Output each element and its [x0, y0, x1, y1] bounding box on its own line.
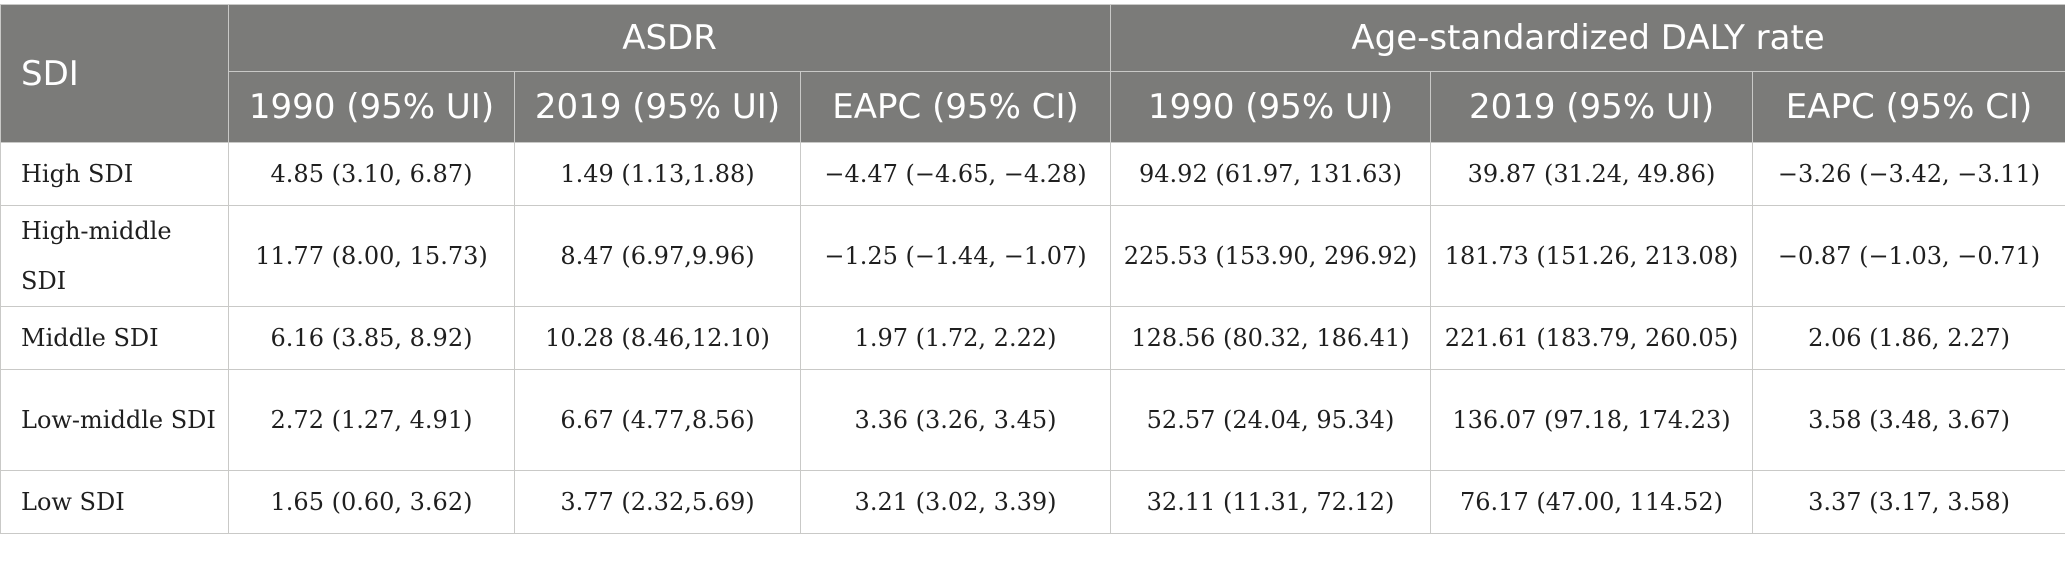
row-label: Low-middle SDI — [1, 370, 229, 471]
asdr-1990-header: 1990 (95% UI) — [229, 72, 515, 143]
row-label: High SDI — [1, 143, 229, 206]
asdr-group-header: ASDR — [229, 5, 1111, 72]
table-cell: 2.06 (1.86, 2.27) — [1753, 307, 2065, 370]
row-label: Middle SDI — [1, 307, 229, 370]
header-row-groups: SDI ASDR Age-standardized DALY rate — [1, 5, 2065, 72]
table-cell: 2.72 (1.27, 4.91) — [229, 370, 515, 471]
table-cell: 3.21 (3.02, 3.39) — [801, 471, 1111, 534]
table-body: High SDI 4.85 (3.10, 6.87) 1.49 (1.13,1.… — [1, 143, 2065, 534]
table-cell: 128.56 (80.32, 186.41) — [1111, 307, 1431, 370]
sdi-column-header: SDI — [1, 5, 229, 143]
daly-1990-header: 1990 (95% UI) — [1111, 72, 1431, 143]
table-cell: 32.11 (11.31, 72.12) — [1111, 471, 1431, 534]
table-cell: −4.47 (−4.65, −4.28) — [801, 143, 1111, 206]
table-cell: 10.28 (8.46,12.10) — [515, 307, 801, 370]
table-cell: 1.97 (1.72, 2.22) — [801, 307, 1111, 370]
row-label: High-middle SDI — [1, 206, 229, 307]
table-cell: 3.36 (3.26, 3.45) — [801, 370, 1111, 471]
table-cell: 6.67 (4.77,8.56) — [515, 370, 801, 471]
table-cell: 181.73 (151.26, 213.08) — [1431, 206, 1753, 307]
table-row-low-middle-sdi: Low-middle SDI 2.72 (1.27, 4.91) 6.67 (4… — [1, 370, 2065, 471]
table-cell: −1.25 (−1.44, −1.07) — [801, 206, 1111, 307]
table-row-low-sdi: Low SDI 1.65 (0.60, 3.62) 3.77 (2.32,5.6… — [1, 471, 2065, 534]
table-cell: 1.65 (0.60, 3.62) — [229, 471, 515, 534]
table-row-middle-sdi: Middle SDI 6.16 (3.85, 8.92) 10.28 (8.46… — [1, 307, 2065, 370]
table-header: SDI ASDR Age-standardized DALY rate 1990… — [1, 5, 2065, 143]
table-cell: 6.16 (3.85, 8.92) — [229, 307, 515, 370]
asdr-2019-header: 2019 (95% UI) — [515, 72, 801, 143]
table-cell: 94.92 (61.97, 131.63) — [1111, 143, 1431, 206]
table-cell: 136.07 (97.18, 174.23) — [1431, 370, 1753, 471]
daly-group-header: Age-standardized DALY rate — [1111, 5, 2065, 72]
table-cell: 225.53 (153.90, 296.92) — [1111, 206, 1431, 307]
table-cell: 39.87 (31.24, 49.86) — [1431, 143, 1753, 206]
table-row-high-sdi: High SDI 4.85 (3.10, 6.87) 1.49 (1.13,1.… — [1, 143, 2065, 206]
sdi-data-table: SDI ASDR Age-standardized DALY rate 1990… — [0, 4, 2065, 534]
table-cell: 221.61 (183.79, 260.05) — [1431, 307, 1753, 370]
daly-eapc-header: EAPC (95% CI) — [1753, 72, 2065, 143]
table-cell: −0.87 (−1.03, −0.71) — [1753, 206, 2065, 307]
table-row-high-middle-sdi: High-middle SDI 11.77 (8.00, 15.73) 8.47… — [1, 206, 2065, 307]
header-row-subcolumns: 1990 (95% UI) 2019 (95% UI) EAPC (95% CI… — [1, 72, 2065, 143]
table-cell: 11.77 (8.00, 15.73) — [229, 206, 515, 307]
asdr-eapc-header: EAPC (95% CI) — [801, 72, 1111, 143]
table-cell: 3.37 (3.17, 3.58) — [1753, 471, 2065, 534]
table-cell: −3.26 (−3.42, −3.11) — [1753, 143, 2065, 206]
daly-2019-header: 2019 (95% UI) — [1431, 72, 1753, 143]
table-cell: 8.47 (6.97,9.96) — [515, 206, 801, 307]
row-label: Low SDI — [1, 471, 229, 534]
table-cell: 76.17 (47.00, 114.52) — [1431, 471, 1753, 534]
table-cell: 3.77 (2.32,5.69) — [515, 471, 801, 534]
table-cell: 3.58 (3.48, 3.67) — [1753, 370, 2065, 471]
table-cell: 52.57 (24.04, 95.34) — [1111, 370, 1431, 471]
table-cell: 1.49 (1.13,1.88) — [515, 143, 801, 206]
table-cell: 4.85 (3.10, 6.87) — [229, 143, 515, 206]
